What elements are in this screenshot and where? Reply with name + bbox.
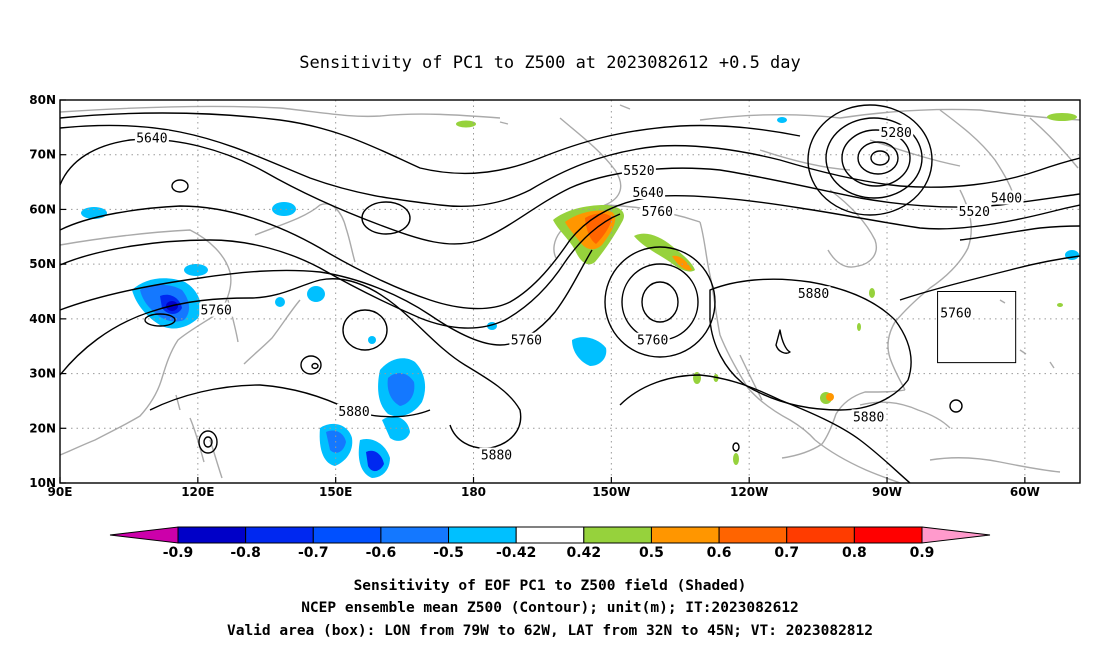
x-tick-label: 150W bbox=[592, 485, 630, 499]
y-tick-label: 20N bbox=[29, 421, 56, 435]
x-tick-label: 60W bbox=[1010, 485, 1040, 499]
graticule bbox=[60, 100, 1080, 483]
x-tick-label: 120W bbox=[730, 485, 768, 499]
y-tick-label: 50N bbox=[29, 257, 56, 271]
y-tick-label: 70N bbox=[29, 148, 56, 162]
caption-line-3: Valid area (box): LON from 79W to 62W, L… bbox=[227, 623, 873, 639]
colorbar-label: 0.6 bbox=[707, 545, 732, 561]
colorbar-label: -0.8 bbox=[230, 545, 261, 561]
y-tick-label: 40N bbox=[29, 312, 56, 326]
contour-label-bg bbox=[938, 305, 973, 320]
colorbar-swatch bbox=[312, 526, 382, 544]
z500-contours bbox=[60, 104, 1080, 483]
y-tick-label: 30N bbox=[29, 367, 56, 381]
y-axis-ticks: 10N 20N 30N 40N 50N 60N 70N 80N bbox=[29, 93, 66, 490]
colorbar-swatch bbox=[718, 526, 788, 544]
contour-label: 5760 bbox=[201, 304, 232, 319]
caption-line-1: Sensitivity of EOF PC1 to Z500 field (Sh… bbox=[354, 578, 747, 594]
contour-label-bg bbox=[479, 447, 514, 462]
x-tick-label: 90W bbox=[872, 485, 902, 499]
contour-label-bg bbox=[640, 204, 675, 219]
colorbar-label: 0.7 bbox=[774, 545, 799, 561]
contour-label: 5640 bbox=[632, 186, 663, 201]
contour-label: 5760 bbox=[637, 334, 668, 349]
contour-label-bg bbox=[635, 332, 670, 347]
contour-label: 5760 bbox=[940, 306, 971, 321]
colorbar-label: -0.9 bbox=[163, 545, 194, 561]
figure-title: Sensitivity of PC1 to Z500 at 2023082612… bbox=[299, 53, 801, 73]
contour-label-bg bbox=[989, 190, 1024, 205]
contour-label: 5640 bbox=[136, 131, 167, 146]
colorbar-swatch bbox=[448, 526, 517, 544]
colorbar-label: 0.42 bbox=[567, 545, 602, 561]
y-tick-label: 60N bbox=[29, 202, 56, 216]
contour-label: 5760 bbox=[642, 205, 673, 220]
sensitivity-shading bbox=[81, 113, 1079, 478]
contour-label-bg bbox=[631, 185, 666, 200]
contour-label-bg bbox=[337, 403, 372, 418]
colorbar-low-arrow bbox=[109, 526, 179, 544]
contour-label: 5880 bbox=[481, 449, 512, 464]
contour-label: 5880 bbox=[338, 405, 369, 420]
contour-label-bg bbox=[134, 130, 169, 145]
contour-label: 5520 bbox=[959, 205, 990, 220]
colorbar-label: -0.7 bbox=[298, 545, 329, 561]
y-tick-label: 80N bbox=[29, 93, 56, 107]
x-axis-ticks: 90E 120E 150E 180 150W 120W 90W 60W bbox=[48, 477, 1040, 499]
caption-line-2: NCEP ensemble mean Z500 (Contour); unit(… bbox=[301, 600, 799, 616]
colorbar-label: 0.5 bbox=[639, 545, 664, 561]
colorbar-swatch bbox=[380, 526, 450, 544]
x-tick-label: 150E bbox=[319, 485, 352, 499]
contour-label: 5760 bbox=[511, 334, 542, 349]
colorbar-swatch bbox=[515, 526, 585, 544]
contour-label: 5400 bbox=[991, 191, 1022, 206]
colorbar-swatch bbox=[177, 526, 247, 544]
contour-label-bg bbox=[851, 409, 886, 424]
colorbar-swatch bbox=[786, 526, 855, 544]
contour-label-bg bbox=[796, 286, 831, 301]
x-tick-label: 180 bbox=[461, 485, 486, 499]
contour-label-bg bbox=[879, 124, 914, 139]
colorbar: -0.9 -0.8 -0.7 -0.6 -0.5 -0.42 0.42 0.5 0.6 0.7 0.… bbox=[109, 526, 991, 561]
colorbar-label: -0.5 bbox=[433, 545, 464, 561]
map-frame bbox=[59, 99, 1081, 484]
y-tick-label: 10N bbox=[29, 476, 56, 490]
contour-label-bg bbox=[957, 204, 992, 219]
x-tick-label: 90E bbox=[48, 485, 73, 499]
colorbar-label: -0.6 bbox=[366, 545, 397, 561]
contour-label-bg bbox=[509, 332, 544, 347]
contour-label: 5880 bbox=[798, 287, 829, 302]
x-tick-label: 120E bbox=[181, 485, 214, 499]
valid-area-box bbox=[937, 291, 1017, 364]
contour-label: 5880 bbox=[853, 410, 884, 425]
contour-label: 5280 bbox=[881, 126, 912, 141]
colorbar-swatch bbox=[650, 526, 720, 544]
colorbar-label: 0.8 bbox=[842, 545, 867, 561]
colorbar-swatch bbox=[853, 526, 923, 544]
colorbar-high-arrow bbox=[921, 526, 991, 544]
contour-label: 5520 bbox=[623, 164, 654, 179]
colorbar-swatch bbox=[583, 526, 652, 544]
colorbar-swatch bbox=[245, 526, 314, 544]
contour-label-bg bbox=[621, 163, 656, 178]
colorbar-label: -0.42 bbox=[496, 545, 536, 561]
colorbar-label: 0.9 bbox=[910, 545, 935, 561]
contour-label-bg bbox=[199, 302, 234, 317]
